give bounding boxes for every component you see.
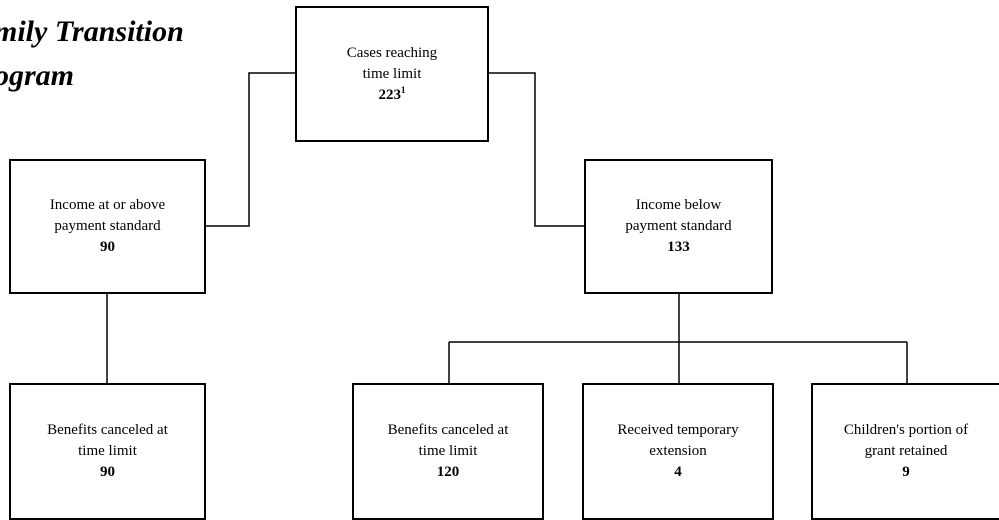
node-temporary-extension: Received temporary extension 4 [582,383,774,520]
node-label-line-2: time limit [418,443,478,459]
node-below-benefits-canceled: Benefits canceled at time limit 120 [352,383,544,520]
node-value: 90 [100,239,115,255]
footnote-marker: 1 [401,84,406,95]
connector-root-below [488,72,585,227]
node-label-line-1: Benefits canceled at [387,422,509,438]
node-label-line-1: Income at or above [49,197,166,213]
node-income-at-or-above: Income at or above payment standard 90 [9,159,206,294]
node-value: 9 [902,464,910,480]
node-label-line-1: Received temporary [617,422,739,438]
node-cases-reaching-time-limit: Cases reaching time limit 2231 [295,6,489,142]
node-label-line-2: extension [649,443,707,459]
node-label-line-2: time limit [78,443,137,459]
node-label-line-1: Benefits canceled at [47,422,168,438]
node-income-below: Income below payment standard 133 [584,159,773,294]
node-label-line-1: Income below [635,197,722,213]
title-line-2: ogram [0,59,75,92]
title-line-1: mily Transition [0,15,184,48]
node-label-line-2: grant retained [864,443,948,459]
node-label-line-1: Cases reaching [346,44,438,61]
node-value: 2231 [378,84,406,103]
connector-root-above [206,72,296,227]
node-children-portion-retained: Children's portion of grant retained 9 [811,383,999,520]
node-label-line-1: Children's portion of [843,422,969,438]
node-label-line-2: time limit [362,65,422,82]
node-above-benefits-canceled: Benefits canceled at time limit 90 [9,383,206,520]
node-label-line-2: payment standard [625,218,732,234]
diagram-title: mily Transition ogram [0,10,184,98]
node-value: 133 [667,239,690,255]
node-label-line-2: payment standard [54,218,161,234]
node-value: 90 [100,464,115,480]
node-value: 120 [436,464,460,480]
node-value: 4 [674,464,682,480]
